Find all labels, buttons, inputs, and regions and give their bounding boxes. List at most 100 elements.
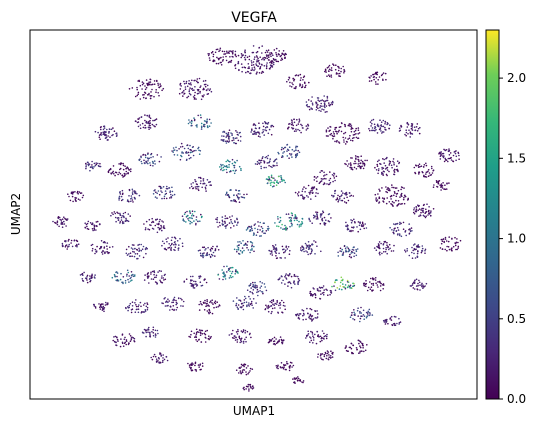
scatter-point <box>251 129 253 132</box>
scatter-point <box>212 53 215 56</box>
scatter-point <box>136 248 138 251</box>
scatter-point <box>265 304 267 307</box>
scatter-point <box>265 166 267 169</box>
scatter-point <box>240 371 242 374</box>
scatter-point <box>249 386 252 388</box>
scatter-point <box>260 161 262 164</box>
scatter-point <box>154 355 157 358</box>
scatter-point <box>229 160 231 163</box>
scatter-point <box>316 211 319 214</box>
cluster-51 <box>389 221 413 238</box>
cluster-63 <box>439 236 462 252</box>
scatter-point <box>240 169 242 172</box>
scatter-point <box>411 129 414 131</box>
scatter-point <box>308 217 310 220</box>
scatter-point <box>263 162 266 164</box>
scatter-point <box>355 248 357 251</box>
scatter-point <box>320 180 322 183</box>
scatter-point <box>307 312 309 315</box>
scatter-point <box>300 247 302 249</box>
scatter-point <box>155 281 158 284</box>
scatter-point <box>119 163 122 166</box>
scatter-point <box>235 302 238 305</box>
scatter-point <box>259 221 262 224</box>
scatter-point <box>421 247 424 250</box>
scatter-point <box>146 94 149 96</box>
scatter-point <box>392 160 394 163</box>
scatter-point <box>281 275 283 278</box>
scatter-point <box>258 63 261 65</box>
scatter-point <box>257 294 259 297</box>
scatter-point <box>199 220 201 222</box>
scatter-point <box>326 97 329 99</box>
scatter-point <box>294 378 297 380</box>
scatter-point <box>189 151 192 154</box>
scatter-point <box>211 247 214 250</box>
scatter-point <box>350 128 353 130</box>
scatter-point <box>203 120 206 122</box>
scatter-point <box>270 305 273 307</box>
scatter-point <box>161 240 164 243</box>
scatter-point <box>245 385 248 388</box>
scatter-point <box>109 167 112 170</box>
scatter-point <box>378 244 380 246</box>
scatter-point <box>315 192 317 194</box>
scatter-point <box>134 274 136 276</box>
scatter-point <box>271 252 273 254</box>
scatter-point <box>248 388 250 390</box>
scatter-point <box>415 248 417 250</box>
scatter-point <box>199 334 202 337</box>
scatter-point <box>126 166 129 169</box>
scatter-point <box>281 180 283 182</box>
scatter-point <box>371 127 374 129</box>
scatter-point <box>298 220 300 223</box>
scatter-point <box>302 312 305 315</box>
scatter-point <box>350 157 352 159</box>
scatter-point <box>397 229 400 231</box>
scatter-point <box>425 164 428 167</box>
scatter-point <box>445 149 448 151</box>
scatter-point <box>124 220 127 222</box>
scatter-point <box>413 212 416 215</box>
scatter-point <box>281 342 284 345</box>
scatter-point <box>237 54 240 57</box>
scatter-point <box>234 137 237 140</box>
scatter-point <box>307 253 310 256</box>
scatter-point <box>276 162 278 164</box>
scatter-point <box>358 160 360 163</box>
scatter-point <box>127 200 130 203</box>
scatter-point <box>325 335 328 338</box>
scatter-point <box>209 337 212 339</box>
scatter-point <box>237 247 240 249</box>
scatter-point <box>362 344 364 347</box>
scatter-point <box>137 311 140 314</box>
scatter-point <box>270 176 273 178</box>
scatter-point <box>252 307 254 309</box>
scatter-point <box>68 195 70 198</box>
scatter-point <box>97 162 99 165</box>
scatter-point <box>315 109 318 111</box>
scatter-point <box>451 250 453 252</box>
scatter-point <box>316 180 318 183</box>
scatter-point <box>260 226 263 228</box>
scatter-point <box>298 120 301 122</box>
scatter-point <box>324 174 326 176</box>
scatter-point <box>415 164 417 166</box>
cluster-3 <box>178 77 213 101</box>
scatter-point <box>196 78 199 80</box>
scatter-point <box>351 248 354 251</box>
scatter-point <box>355 133 357 135</box>
scatter-point <box>279 366 282 369</box>
scatter-point <box>193 79 195 82</box>
scatter-point <box>255 64 258 67</box>
scatter-point <box>159 218 161 221</box>
scatter-point <box>266 306 268 308</box>
scatter-point <box>384 164 387 167</box>
scatter-point <box>430 174 433 176</box>
scatter-point <box>231 337 234 339</box>
scatter-point <box>329 293 331 296</box>
scatter-point <box>308 315 311 318</box>
scatter-point <box>374 166 376 169</box>
scatter-point <box>137 305 139 308</box>
scatter-point <box>413 247 416 250</box>
